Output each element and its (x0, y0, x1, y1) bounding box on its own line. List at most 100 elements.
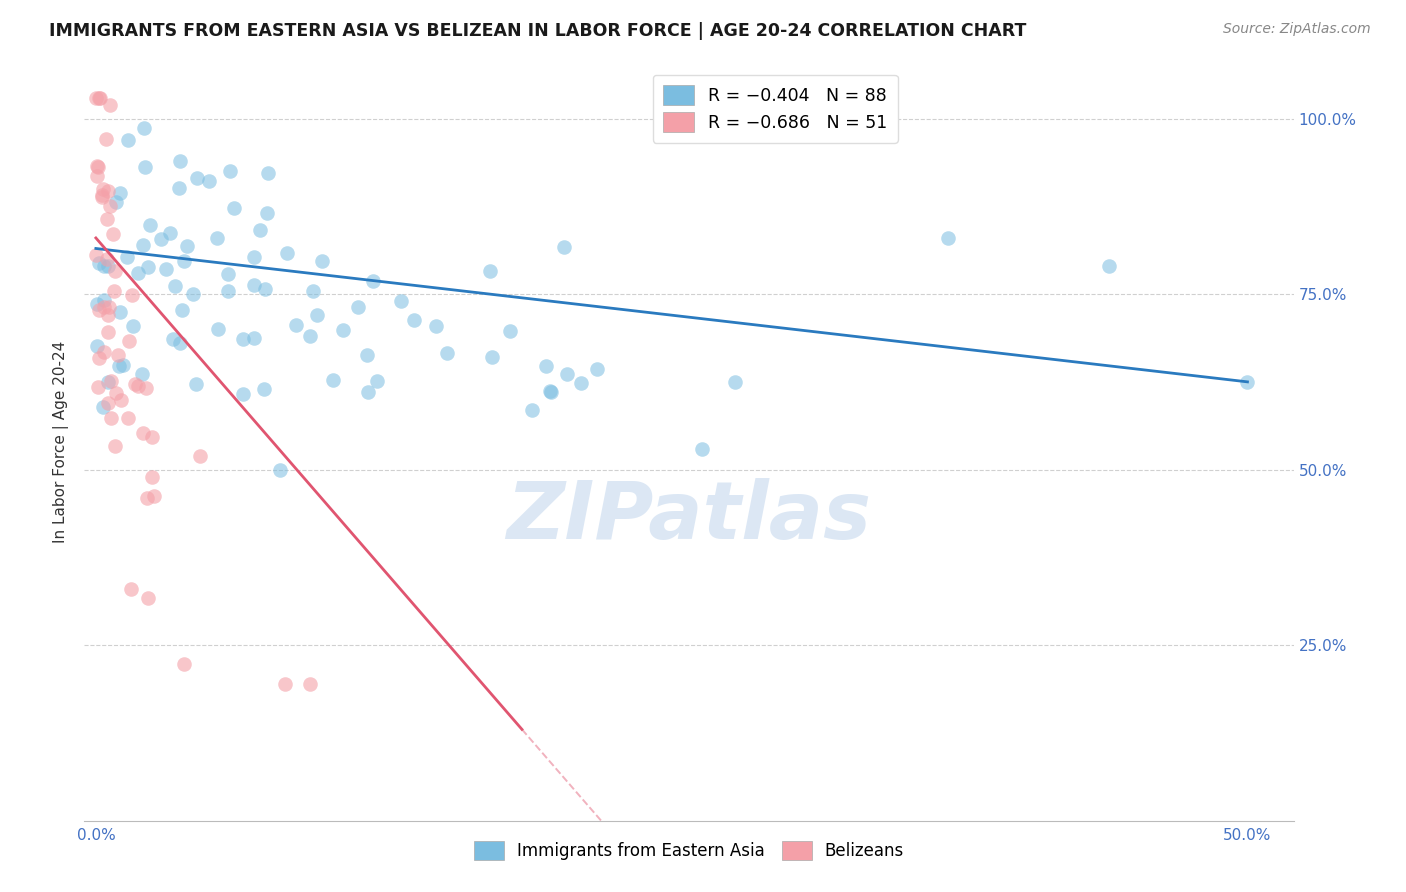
Point (135, 491, 157, 505)
Point (93, 344, 115, 359)
Point (110, 392, 132, 407)
Point (89, 351, 111, 365)
Point (87, 256, 110, 270)
Point (86, 380, 108, 394)
Text: IMMIGRANTS FROM EASTERN ASIA VS BELIZEAN IN LABOR FORCE | AGE 20-24 CORRELATION : IMMIGRANTS FROM EASTERN ASIA VS BELIZEAN… (49, 22, 1026, 40)
Point (117, 411, 139, 425)
Point (149, 232, 172, 246)
Point (163, 279, 186, 293)
Point (93, 259, 115, 273)
Point (249, 222, 271, 236)
Point (127, 379, 149, 393)
Point (276, 245, 298, 260)
Point (1098, 259, 1121, 273)
Point (436, 346, 458, 360)
Point (242, 331, 264, 345)
Point (97, 396, 120, 410)
Point (299, 329, 322, 343)
Point (586, 362, 609, 376)
Point (97, 325, 120, 339)
Point (269, 463, 291, 477)
Point (101, 227, 124, 241)
Point (135, 381, 157, 395)
Point (285, 318, 308, 332)
Point (98, 199, 121, 213)
Point (555, 367, 578, 381)
Point (274, 677, 297, 691)
Point (169, 336, 191, 351)
Point (97, 259, 120, 273)
Point (936, 231, 959, 245)
Y-axis label: In Labor Force | Age 20-24: In Labor Force | Age 20-24 (53, 341, 69, 542)
Point (173, 657, 195, 672)
Point (115, 250, 138, 264)
Point (121, 319, 143, 334)
Point (404, 313, 426, 327)
Point (97, 184, 120, 198)
Point (232, 332, 254, 346)
Point (108, 359, 131, 373)
Point (217, 284, 239, 298)
Point (84, 248, 107, 262)
Point (108, 186, 131, 200)
Point (93, 300, 115, 314)
Point (425, 319, 447, 334)
Point (389, 294, 412, 309)
Point (256, 165, 278, 179)
Point (100, 411, 122, 425)
Point (86, 296, 108, 310)
Point (142, 489, 165, 503)
Point (117, 133, 139, 147)
Point (132, 426, 155, 441)
Point (132, 237, 155, 252)
Point (186, 171, 208, 186)
Point (332, 323, 354, 337)
Point (569, 376, 592, 390)
Point (536, 359, 558, 373)
Point (93, 400, 115, 414)
Point (217, 267, 239, 281)
Point (107, 348, 129, 362)
Point (118, 334, 141, 348)
Point (155, 262, 177, 277)
Point (84, 90, 107, 104)
Point (91, 182, 114, 196)
Point (104, 263, 127, 277)
Point (104, 439, 127, 453)
Point (188, 449, 211, 463)
Point (131, 367, 153, 381)
Point (162, 331, 184, 345)
Point (361, 275, 384, 289)
Point (356, 348, 378, 362)
Point (89, 90, 111, 104)
Point (479, 264, 502, 278)
Point (86, 159, 108, 173)
Point (207, 321, 229, 335)
Point (299, 677, 322, 691)
Point (139, 218, 162, 232)
Point (100, 375, 122, 389)
Point (97, 309, 120, 323)
Point (207, 230, 229, 244)
Point (553, 239, 575, 253)
Point (181, 286, 204, 301)
Point (89, 302, 111, 317)
Point (169, 153, 191, 168)
Point (97, 300, 120, 314)
Point (321, 373, 343, 387)
Point (89, 90, 111, 104)
Point (91, 190, 114, 204)
Point (124, 377, 146, 392)
Legend: Immigrants from Eastern Asia, Belizeans: Immigrants from Eastern Asia, Belizeans (467, 834, 911, 867)
Point (522, 402, 544, 417)
Point (104, 385, 127, 400)
Point (197, 173, 219, 187)
Point (176, 239, 198, 253)
Point (121, 288, 143, 302)
Point (357, 385, 380, 400)
Point (134, 160, 156, 174)
Point (120, 582, 142, 596)
Point (96, 252, 118, 266)
Point (1236, 375, 1258, 389)
Point (690, 442, 713, 457)
